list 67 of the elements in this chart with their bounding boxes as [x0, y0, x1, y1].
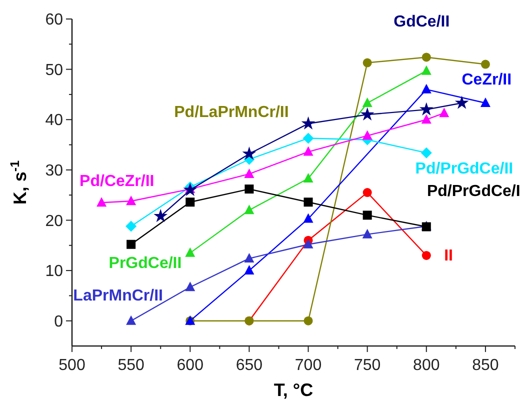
- point: [422, 52, 431, 62]
- y-tick-label: 0: [54, 313, 64, 330]
- series-label: II: [444, 247, 454, 264]
- x-tick-label: 850: [472, 357, 499, 374]
- point: [303, 238, 314, 248]
- point: [186, 198, 195, 207]
- point: [126, 196, 136, 206]
- point: [362, 228, 372, 238]
- series-label: Pd/PrGdCe/II: [415, 160, 514, 178]
- point: [362, 188, 372, 198]
- point: [362, 58, 372, 68]
- series-label: CeZr/II: [462, 71, 512, 88]
- series-label: Pd/PrGdCe/I: [426, 183, 520, 200]
- point: [301, 116, 316, 130]
- x-tick-label: 500: [58, 357, 86, 374]
- point: [419, 102, 434, 116]
- point: [362, 98, 372, 108]
- series-label: LaPrMnCr/II: [73, 288, 163, 305]
- text: GdCe/II: [394, 14, 450, 31]
- point: [242, 146, 256, 160]
- point: [244, 204, 254, 214]
- point: [244, 184, 254, 194]
- point: [303, 146, 314, 156]
- point: [244, 265, 254, 275]
- point: [421, 65, 432, 75]
- y-tick-label: 40: [45, 112, 64, 130]
- point: [244, 168, 254, 178]
- point: [304, 316, 313, 326]
- point: [303, 213, 314, 223]
- x-tick-label: 650: [236, 357, 263, 374]
- point: [439, 108, 450, 118]
- x-axis-title: T, °C: [274, 380, 314, 400]
- point: [360, 107, 374, 120]
- x-tick-label: 600: [176, 357, 204, 374]
- point: [96, 197, 107, 207]
- y-tick-label: 10: [45, 263, 64, 280]
- text: Pd/LaPrMnCr/II: [174, 104, 289, 122]
- point: [126, 220, 137, 232]
- point: [126, 240, 136, 249]
- y-tick-label: 30: [45, 162, 64, 180]
- point: [480, 98, 490, 108]
- point: [421, 84, 432, 94]
- y-tick-label: 50: [45, 62, 64, 79]
- x-tick-label: 550: [118, 357, 145, 374]
- x-tick-label: 700: [294, 357, 322, 374]
- y-tick-label: 20: [45, 212, 64, 230]
- point: [420, 147, 432, 158]
- point: [421, 114, 432, 124]
- point: [183, 182, 198, 196]
- point: [362, 210, 372, 220]
- point: [185, 247, 196, 257]
- point: [304, 198, 313, 207]
- point: [302, 132, 314, 144]
- point: [454, 96, 469, 109]
- x-tick-label: 800: [413, 357, 440, 374]
- series-label: PrGdCe/II: [108, 255, 182, 272]
- point: [303, 172, 314, 182]
- x-tick-label: 750: [354, 357, 381, 374]
- point: [362, 130, 372, 140]
- series-label: Pd/CeZr/II: [80, 173, 154, 190]
- point: [126, 315, 136, 325]
- point: [185, 282, 196, 292]
- point: [480, 60, 490, 69]
- point: [154, 208, 168, 222]
- point: [244, 252, 254, 262]
- point: [422, 250, 431, 260]
- y-tick-label: 60: [45, 12, 64, 29]
